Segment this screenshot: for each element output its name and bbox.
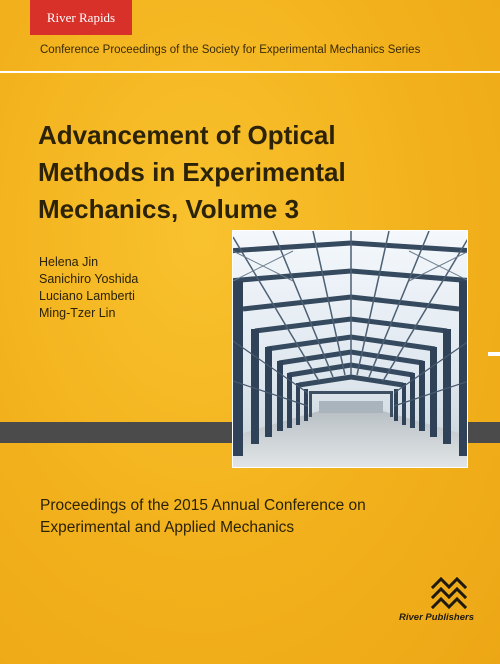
subtitle-line: Proceedings of the 2015 Annual Conferenc…: [40, 497, 366, 514]
edge-tab: [488, 352, 500, 356]
top-divider: [0, 71, 500, 73]
publisher-block: River Publishers: [399, 575, 479, 627]
author-list: Helena Jin Sanichiro Yoshida Luciano Lam…: [39, 254, 138, 322]
author-name: Luciano Lamberti: [39, 289, 135, 303]
imprint-badge: River Rapids: [30, 0, 132, 35]
book-title: Advancement of Optical Methods in Experi…: [38, 117, 418, 228]
title-line: Advancement of Optical: [38, 120, 336, 150]
steel-frame-building-photo: [232, 230, 468, 468]
series-title: Conference Proceedings of the Society fo…: [40, 44, 421, 56]
author-name: Ming-Tzer Lin: [39, 306, 116, 320]
author-name: Helena Jin: [39, 255, 99, 269]
title-line: Methods in Experimental: [38, 157, 346, 187]
publisher-name: River Publishers: [399, 612, 474, 623]
subtitle-line: Experimental and Applied Mechanics: [40, 519, 295, 536]
title-line: Mechanics, Volume 3: [38, 194, 300, 224]
book-subtitle: Proceedings of the 2015 Annual Conferenc…: [40, 495, 470, 539]
river-waves-logo-icon: [431, 576, 467, 609]
author-name: Sanichiro Yoshida: [39, 272, 139, 286]
